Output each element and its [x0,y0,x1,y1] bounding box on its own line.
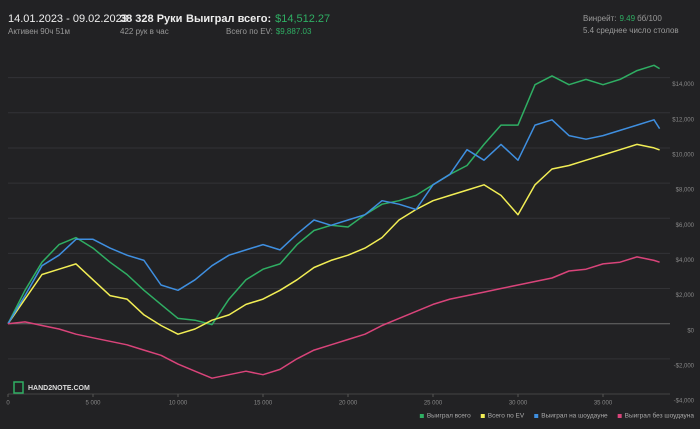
y-tick-label: $2,000 [676,293,695,299]
series-line [7,119,661,325]
series-line [7,143,660,335]
legend-item: Всего по EV [480,413,525,420]
plot: -$4,000 -$2,000 $0 $2,000 $4,000 $6,000 $8,000… [6,64,695,407]
legend-label: Выиграл без шоудауна [625,412,695,420]
series-line [7,64,660,326]
logo-icon [13,381,24,394]
ev-label: Всего по EV: [226,27,273,36]
x-tick-label: 35 000 [594,401,613,407]
x-tick-label: 20 000 [339,401,358,407]
active-time: Активен 90ч 51м [8,27,70,36]
date-range: 14.01.2023 - 09.02.2023 [8,13,128,25]
legend-swatch [534,414,539,418]
x-tick-label: 10 000 [169,401,188,407]
legend-item: Выиграл на шоудауне [534,413,608,420]
y-tick-label: -$2,000 [674,363,695,369]
won-total: Выиграл всего: $14,512.27 [186,13,330,25]
winrate-unit: бб/100 [637,14,662,23]
y-tick-label: $14,000 [672,82,694,88]
legend-item: Выиграл всего [419,413,471,420]
legend-swatch [419,414,424,418]
legend-label: Всего по EV [488,413,525,420]
x-tick-label: 15 000 [254,401,273,407]
x-tick-label: 0 [6,401,10,407]
ev-value: $9,887.03 [276,27,312,36]
y-tick-label: $6,000 [676,223,695,229]
x-tick-label: 30 000 [509,401,528,407]
winrate-value: 9.49 [619,14,635,23]
winrate: Винрейт: 9.49 бб/100 [583,14,662,23]
y-tick-label: $10,000 [672,153,694,159]
series-line [7,256,660,379]
legend-swatch [480,414,485,418]
x-tick-label: 25 000 [424,401,443,407]
logo: HAND2NOTE.COM [28,385,90,392]
y-tick-label: -$4,000 [674,399,695,405]
tables: 5.4 среднее число столов [583,26,679,35]
y-tick-label: $8,000 [676,188,695,194]
x-tick-label: 5 000 [85,401,101,407]
hands: 38 328 Руки [120,13,182,25]
y-tick-label: $4,000 [676,258,695,264]
legend-item: Выиграл без шоудауна [617,412,695,420]
hands-per-hour: 422 рук в час [120,27,169,36]
y-tick-label: $12,000 [672,117,694,123]
won-label: Выиграл всего: [186,13,271,25]
legend-label: Выиграл на шоудауне [541,413,608,420]
legend-swatch [617,414,622,418]
y-tick-label: $0 [687,328,694,334]
legend-label: Выиграл всего [427,413,471,420]
ev-total: Всего по EV: $9,887.03 [226,27,312,36]
won-value: $14,512.27 [275,13,330,25]
winrate-label: Винрейт: [583,14,616,23]
legend: Выиграл всего Всего по EV Выиграл на шоуда… [419,412,695,420]
